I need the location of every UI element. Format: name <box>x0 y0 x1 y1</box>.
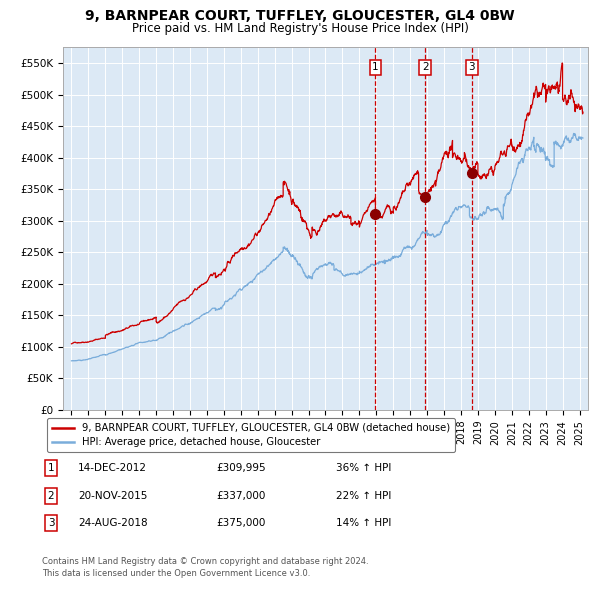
Text: 1: 1 <box>47 463 55 473</box>
Text: Price paid vs. HM Land Registry's House Price Index (HPI): Price paid vs. HM Land Registry's House … <box>131 22 469 35</box>
Text: 3: 3 <box>47 519 55 528</box>
Text: 22% ↑ HPI: 22% ↑ HPI <box>336 491 391 500</box>
Text: 3: 3 <box>469 62 475 72</box>
Text: 20-NOV-2015: 20-NOV-2015 <box>78 491 148 500</box>
Text: £375,000: £375,000 <box>216 519 265 528</box>
Text: 2: 2 <box>47 491 55 500</box>
Text: 9, BARNPEAR COURT, TUFFLEY, GLOUCESTER, GL4 0BW: 9, BARNPEAR COURT, TUFFLEY, GLOUCESTER, … <box>85 9 515 24</box>
Legend: 9, BARNPEAR COURT, TUFFLEY, GLOUCESTER, GL4 0BW (detached house), HPI: Average p: 9, BARNPEAR COURT, TUFFLEY, GLOUCESTER, … <box>47 418 455 452</box>
Text: £337,000: £337,000 <box>216 491 265 500</box>
Text: Contains HM Land Registry data © Crown copyright and database right 2024.: Contains HM Land Registry data © Crown c… <box>42 557 368 566</box>
Text: 14-DEC-2012: 14-DEC-2012 <box>78 463 147 473</box>
Text: £309,995: £309,995 <box>216 463 266 473</box>
Text: 2: 2 <box>422 62 428 72</box>
Text: 36% ↑ HPI: 36% ↑ HPI <box>336 463 391 473</box>
Text: 24-AUG-2018: 24-AUG-2018 <box>78 519 148 528</box>
Text: 1: 1 <box>372 62 379 72</box>
Text: This data is licensed under the Open Government Licence v3.0.: This data is licensed under the Open Gov… <box>42 569 310 578</box>
Text: 14% ↑ HPI: 14% ↑ HPI <box>336 519 391 528</box>
